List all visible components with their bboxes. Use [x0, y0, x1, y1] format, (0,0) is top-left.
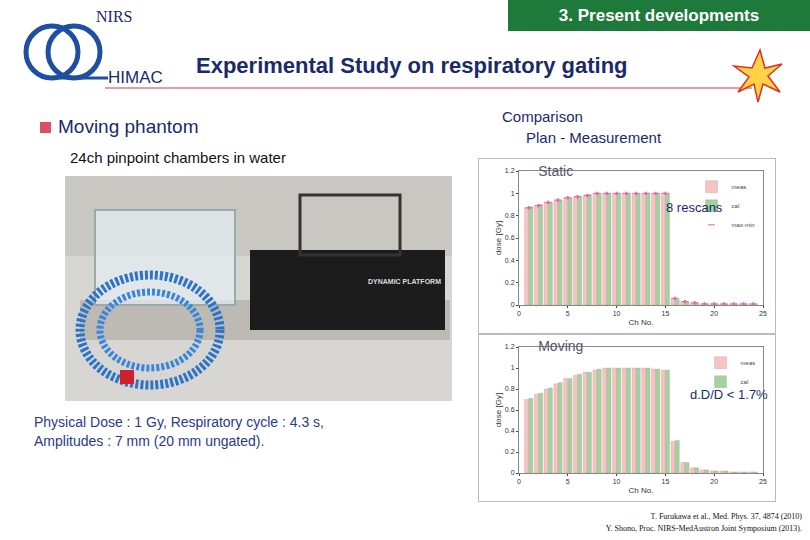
- html-text:Physical Dose : 1 Gy, Respirat: Physical Dose : 1 Gy, Respiratory cycle …: [34, 414, 324, 430]
- html-text:DYNAMIC PLATFORM: DYNAMIC PLATFORM: [368, 278, 441, 285]
- svg-text:meas: meas: [732, 184, 747, 190]
- svg-text:1: 1: [511, 364, 515, 371]
- html-text:Comparison: Comparison: [502, 108, 583, 125]
- svg-text:Ch No.: Ch No.: [629, 318, 654, 327]
- svg-text:Moving: Moving: [538, 338, 583, 354]
- svg-text:dose [Gy]: dose [Gy]: [494, 393, 503, 427]
- html-text:Y. Shono, Proc. NIRS-MedAustro: Y. Shono, Proc. NIRS-MedAustron Joint Sy…: [605, 524, 802, 533]
- html-text:3. Present developments: 3. Present developments: [558, 6, 760, 25]
- svg-text:0.2: 0.2: [505, 448, 515, 455]
- svg-text:1.2: 1.2: [505, 167, 515, 174]
- svg-text:1.2: 1.2: [505, 343, 515, 350]
- svg-text:8 rescans: 8 rescans: [666, 200, 723, 215]
- html-text:Plan - Measurement: Plan - Measurement: [526, 129, 662, 146]
- html-text:HIMAC: HIMAC: [108, 68, 163, 87]
- html-text:Moving phantom: Moving phantom: [58, 116, 199, 137]
- svg-text:5: 5: [566, 478, 570, 485]
- svg-text:10: 10: [613, 310, 621, 317]
- html-text:Amplitudes : 7 mm (20 mm ungat: Amplitudes : 7 mm (20 mm ungated).: [34, 433, 265, 449]
- html-text:24ch pinpoint chambers in wate: 24ch pinpoint chambers in water: [70, 149, 286, 166]
- html-text:Experimental Study on respirat: Experimental Study on respiratory gating: [196, 53, 628, 78]
- svg-text:cal: cal: [741, 379, 749, 385]
- svg-text:25: 25: [759, 310, 767, 317]
- svg-text:0: 0: [517, 310, 521, 317]
- svg-text:0.4: 0.4: [505, 257, 515, 264]
- svg-text:1: 1: [511, 190, 515, 197]
- svg-text:5: 5: [566, 310, 570, 317]
- svg-text:0.2: 0.2: [505, 279, 515, 286]
- svg-text:15: 15: [662, 478, 670, 485]
- svg-text:dose [Gy]: dose [Gy]: [494, 221, 503, 255]
- svg-text:0.6: 0.6: [505, 406, 515, 413]
- svg-text:0.6: 0.6: [505, 234, 515, 241]
- svg-text:Static: Static: [538, 163, 573, 179]
- svg-text:15: 15: [662, 310, 670, 317]
- svg-text:20: 20: [710, 478, 718, 485]
- svg-text:0.8: 0.8: [505, 212, 515, 219]
- svg-text:20: 20: [710, 310, 718, 317]
- svg-text:d.D/D < 1.7%: d.D/D < 1.7%: [690, 387, 768, 402]
- html-text:NIRS: NIRS: [96, 8, 133, 25]
- svg-text:0: 0: [517, 478, 521, 485]
- svg-text:Ch No.: Ch No.: [629, 486, 654, 495]
- svg-text:max-min: max-min: [732, 222, 755, 228]
- svg-text:0.8: 0.8: [505, 385, 515, 392]
- svg-text:10: 10: [613, 478, 621, 485]
- svg-text:cal: cal: [732, 203, 740, 209]
- html-text:T. Furukawa et al., Med. Phys.: T. Furukawa et al., Med. Phys. 37, 4874 …: [650, 512, 802, 521]
- svg-text:0: 0: [511, 469, 515, 476]
- svg-text:0: 0: [511, 301, 515, 308]
- svg-text:25: 25: [759, 478, 767, 485]
- svg-text:meas: meas: [741, 360, 756, 366]
- svg-text:0.4: 0.4: [505, 427, 515, 434]
